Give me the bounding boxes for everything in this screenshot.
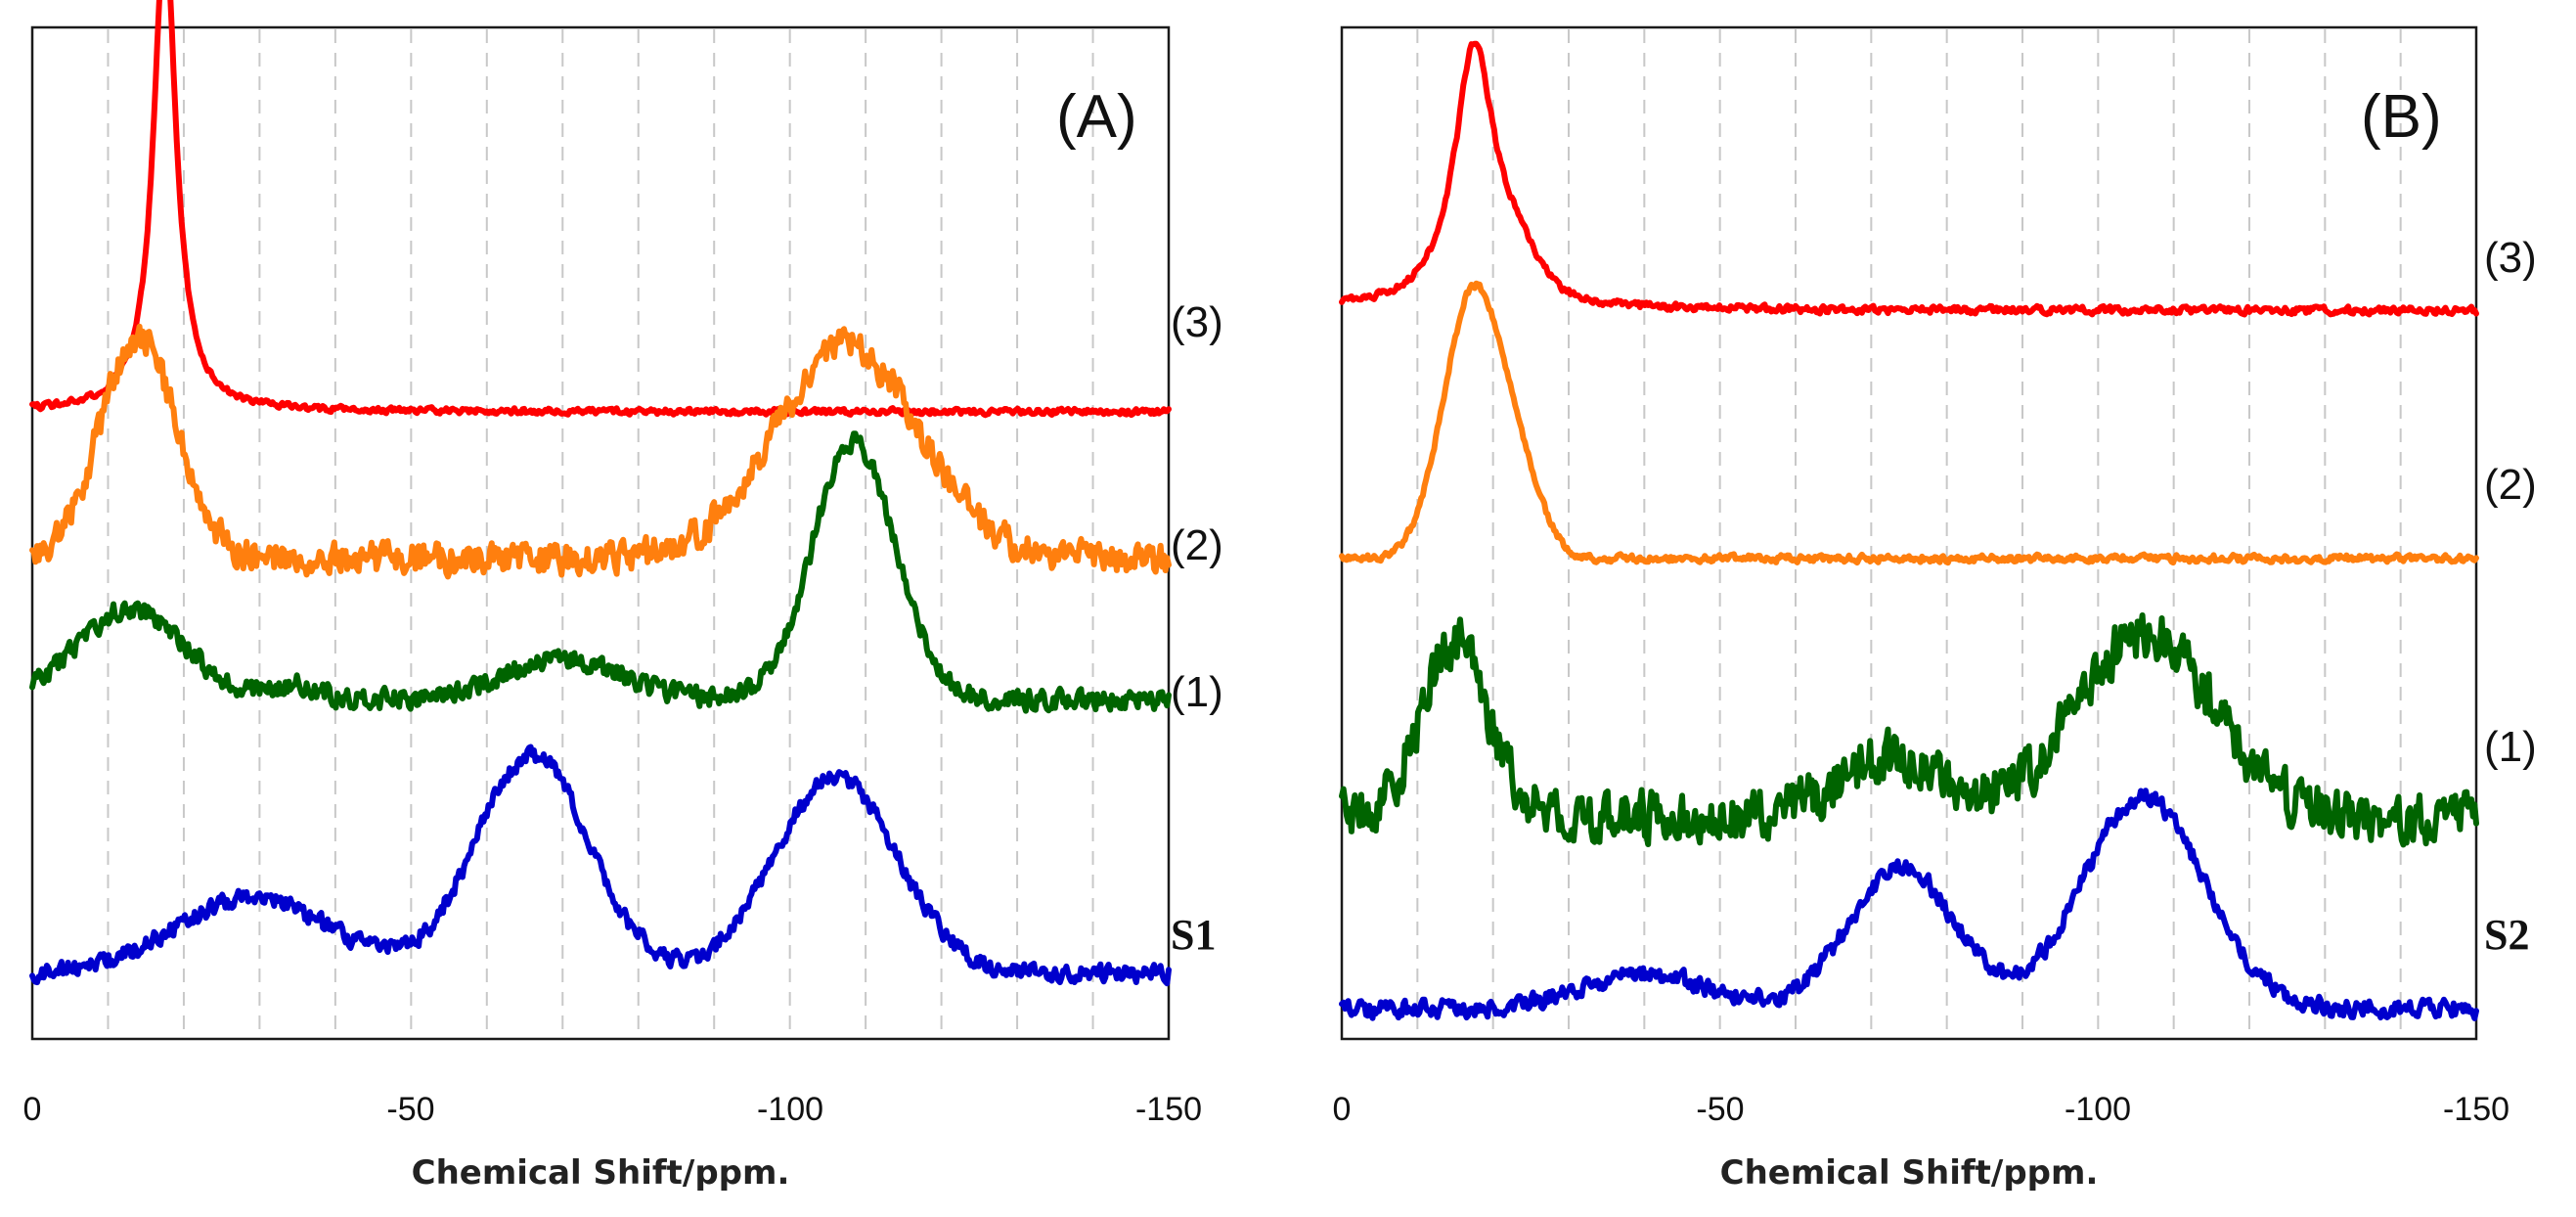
panel-b-trace-3 bbox=[1339, 40, 2479, 318]
panel-a-label-2: (2) bbox=[1171, 521, 1223, 569]
panel-b-traces bbox=[1339, 40, 2479, 1021]
panel-a-label-3: (3) bbox=[1171, 298, 1223, 346]
panel-a-tick-100: -100 bbox=[757, 1091, 823, 1128]
panel-b: (B) (3) (2) (1) S2 0 -50 -100 -150 Chemi… bbox=[1333, 25, 2537, 1193]
panel-a-trace-1 bbox=[29, 430, 1172, 714]
panel-b-trace-2 bbox=[1339, 280, 2479, 566]
panel-b-trace-1 bbox=[1339, 612, 2479, 848]
panel-a-tick-0: 0 bbox=[23, 1091, 42, 1128]
panel-a-trace-2 bbox=[29, 323, 1172, 580]
panel-b-x-axis-title: Chemical Shift/ppm. bbox=[1720, 1153, 2099, 1193]
panel-a-tick-150: -150 bbox=[1135, 1091, 1202, 1128]
panel-a-sample-label: S1 bbox=[1171, 911, 1216, 959]
panel-b-tick-150: -150 bbox=[2443, 1091, 2509, 1128]
panel-a-label-1: (1) bbox=[1171, 668, 1223, 716]
panel-b-tick-0: 0 bbox=[1333, 1091, 1352, 1128]
panel-b-sample-label: S2 bbox=[2484, 911, 2529, 959]
panel-b-letter: (B) bbox=[2361, 83, 2442, 151]
panel-a-gridlines bbox=[107, 29, 1094, 1037]
panel-a-traces bbox=[29, 0, 1172, 987]
panel-a-trace-3 bbox=[29, 0, 1172, 419]
panel-b-tick-50: -50 bbox=[1696, 1091, 1744, 1128]
panel-b-plot-area bbox=[1340, 25, 2478, 1041]
panel-a-x-axis-title: Chemical Shift/ppm. bbox=[412, 1153, 790, 1193]
panel-a-letter: (A) bbox=[1056, 83, 1137, 151]
panel-a-trace-s1 bbox=[29, 744, 1172, 987]
panel-a: (A) (3) (2) (1) S1 0 -50 -100 -150 Chemi… bbox=[23, 0, 1223, 1193]
panel-b-gridlines bbox=[1416, 29, 2402, 1037]
panel-b-label-3: (3) bbox=[2484, 234, 2537, 282]
panel-b-trace-s2 bbox=[1339, 788, 2479, 1021]
panel-b-label-2: (2) bbox=[2484, 461, 2537, 509]
panel-a-tick-50: -50 bbox=[386, 1091, 434, 1128]
panel-b-label-1: (1) bbox=[2484, 723, 2537, 771]
panel-b-tick-100: -100 bbox=[2065, 1091, 2131, 1128]
